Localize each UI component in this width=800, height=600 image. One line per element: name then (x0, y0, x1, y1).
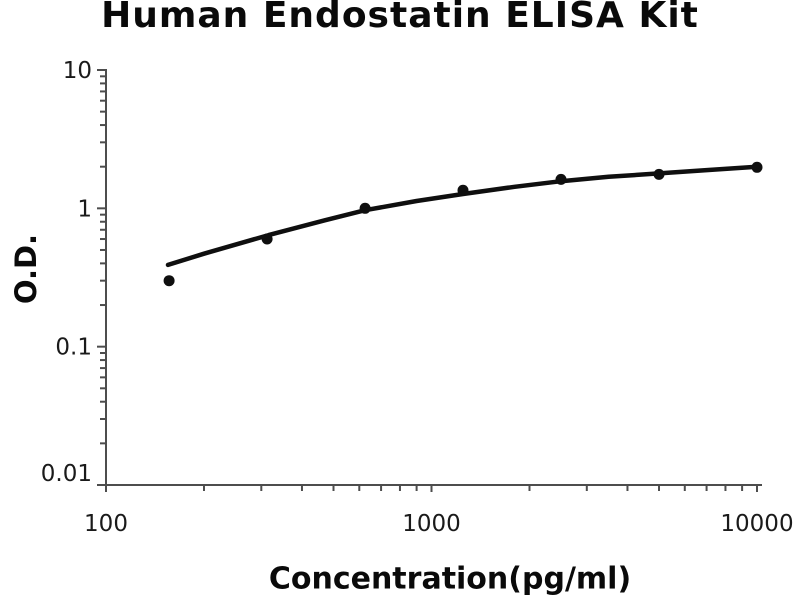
chart-title: Human Endostatin ELISA Kit (101, 0, 699, 36)
y-tick-label: 10 (63, 58, 92, 84)
data-point (163, 275, 175, 287)
x-tick-label: 10000 (720, 511, 793, 537)
fit-curve (165, 164, 760, 268)
y-tick-label: 0.1 (55, 335, 92, 361)
x-axis-title: Concentration(pg/ml) (268, 561, 632, 597)
x-tick-label: 1000 (402, 511, 461, 537)
x-tick-label: 100 (84, 511, 128, 537)
y-tick-label: 1 (77, 196, 92, 222)
y-tick-label: 0.01 (41, 461, 92, 487)
